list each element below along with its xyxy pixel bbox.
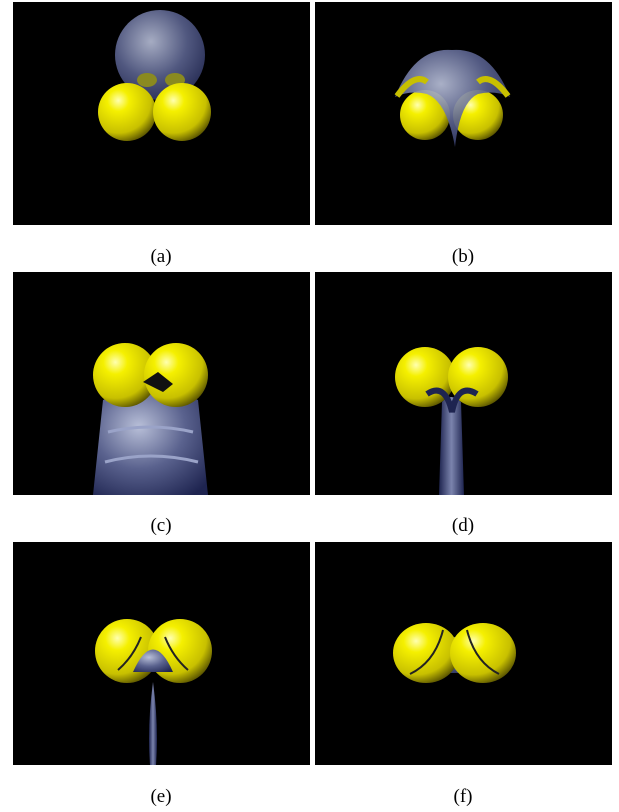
panel-caption: (b) xyxy=(452,246,474,267)
panel-b xyxy=(315,2,612,225)
panel-caption: (e) xyxy=(150,786,171,807)
panel-e xyxy=(13,542,310,765)
panel-caption: (d) xyxy=(452,515,474,536)
panel-a xyxy=(13,2,310,225)
panel-caption: (f) xyxy=(454,786,473,807)
panel-f xyxy=(315,542,612,765)
panel-c xyxy=(13,272,310,495)
page: (a) (b) (c) (d) (e) (f) (() => { const d… xyxy=(0,0,619,807)
figure: (a) (b) (c) (d) (e) (f) xyxy=(0,0,619,807)
panel-caption: (a) xyxy=(150,246,171,267)
panel-d xyxy=(315,272,612,495)
panel-caption: (c) xyxy=(150,515,171,536)
